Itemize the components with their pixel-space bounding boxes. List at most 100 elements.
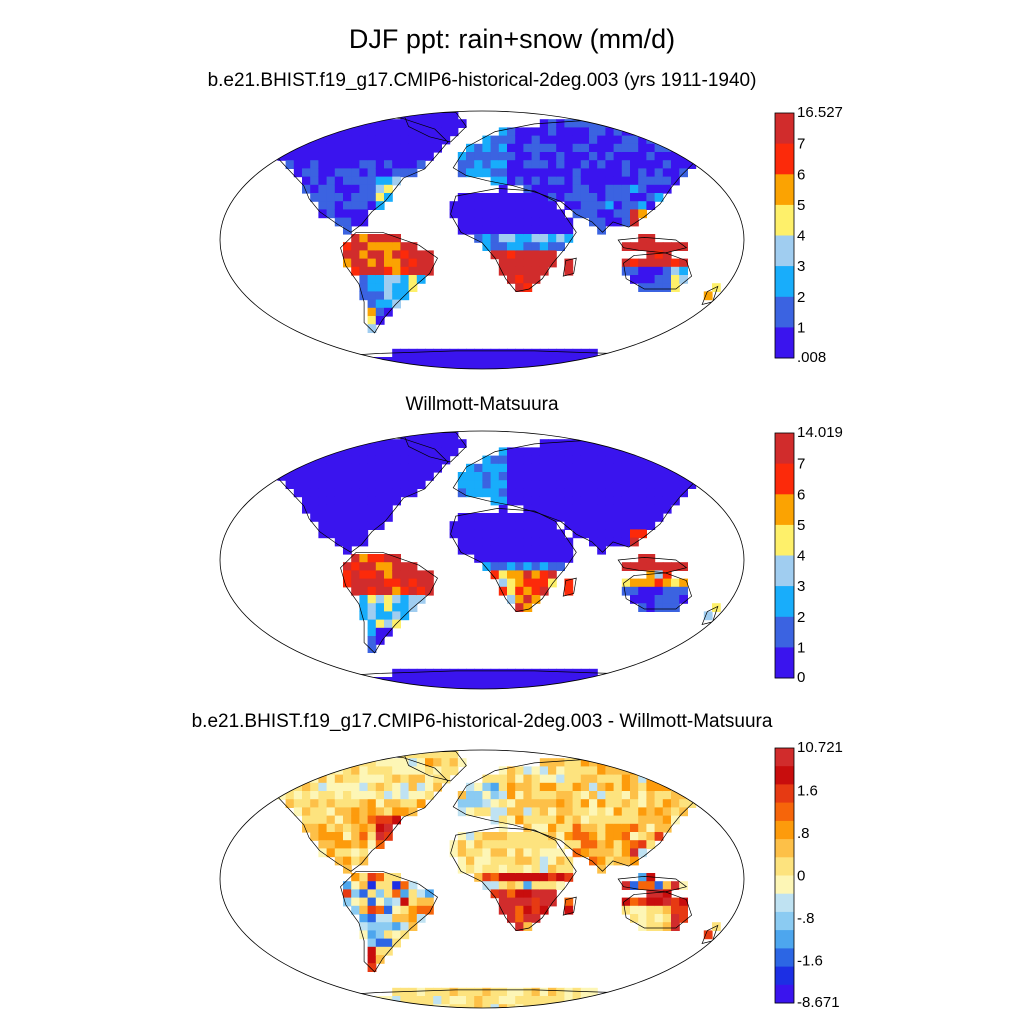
grid-cell bbox=[359, 996, 369, 1005]
grid-cell bbox=[662, 152, 672, 161]
grid-cell bbox=[621, 513, 631, 522]
grid-cell bbox=[375, 897, 385, 907]
grid-cell bbox=[392, 897, 401, 907]
coastline-africa bbox=[450, 827, 577, 931]
grid-cell bbox=[277, 455, 287, 465]
grid-cell bbox=[384, 897, 393, 907]
grid-cell bbox=[408, 439, 418, 448]
grid-cell bbox=[712, 922, 721, 931]
grid-cell bbox=[302, 677, 311, 686]
grid-cell bbox=[285, 119, 295, 128]
grid-cell bbox=[318, 176, 328, 186]
grid-cell bbox=[515, 209, 524, 219]
grid-cell bbox=[613, 168, 623, 178]
grid-cell bbox=[343, 242, 352, 251]
grid-cell bbox=[621, 586, 631, 596]
grid-cell bbox=[293, 480, 303, 489]
grid-cell bbox=[367, 791, 377, 800]
colorbar-tick-label: -1.6 bbox=[797, 953, 823, 970]
grid-cell bbox=[310, 480, 319, 489]
grid-cell bbox=[367, 554, 377, 563]
grid-cell bbox=[507, 258, 516, 268]
grid-cell bbox=[687, 782, 697, 792]
grid-cell bbox=[638, 799, 647, 808]
grid-cell bbox=[384, 619, 393, 629]
grid-cell bbox=[539, 160, 549, 169]
grid-cell bbox=[539, 463, 549, 473]
grid-cell bbox=[605, 537, 615, 547]
grid-cell bbox=[359, 242, 369, 251]
grid-cell bbox=[457, 987, 467, 997]
grid-cell bbox=[589, 201, 598, 210]
grid-cell bbox=[564, 815, 574, 825]
grid-cell bbox=[638, 766, 647, 776]
grid-cell bbox=[548, 529, 557, 539]
grid-cell bbox=[605, 463, 615, 473]
grid-cell bbox=[490, 668, 500, 678]
grid-cell bbox=[400, 135, 410, 145]
grid-cell bbox=[318, 135, 328, 145]
grid-cell bbox=[662, 807, 672, 817]
grid-cell bbox=[605, 823, 615, 833]
grid-cell bbox=[580, 848, 590, 858]
grid-cell bbox=[539, 554, 549, 563]
grid-cell bbox=[621, 840, 631, 849]
grid-cell bbox=[597, 480, 606, 489]
grid-cell bbox=[531, 127, 541, 137]
grid-cell bbox=[343, 815, 352, 825]
grid-cell bbox=[671, 258, 680, 268]
grid-cell bbox=[302, 143, 311, 153]
grid-cell bbox=[539, 357, 549, 366]
grid-cell bbox=[474, 668, 483, 678]
grid-cell bbox=[343, 504, 352, 514]
grid-cell bbox=[482, 554, 492, 563]
grid-cell bbox=[392, 586, 401, 596]
grid-cell bbox=[498, 897, 508, 907]
grid-cell bbox=[425, 250, 434, 260]
grid-cell bbox=[310, 791, 319, 800]
grid-cell bbox=[425, 987, 434, 997]
grid-cell bbox=[572, 521, 582, 530]
grid-cell bbox=[367, 586, 377, 596]
grid-cell bbox=[523, 832, 533, 841]
grid-cell bbox=[326, 774, 336, 784]
grid-cell bbox=[671, 578, 680, 588]
grid-cell bbox=[523, 275, 533, 284]
grid-cell bbox=[548, 668, 557, 678]
grid-cell bbox=[302, 119, 311, 128]
grid-cell bbox=[687, 455, 697, 465]
grid-cell bbox=[523, 897, 533, 907]
grid-cell bbox=[359, 266, 369, 276]
grid-cell bbox=[400, 774, 410, 784]
grid-cell bbox=[490, 348, 500, 358]
grid-cell bbox=[457, 348, 467, 358]
grid-cell bbox=[646, 266, 656, 276]
grid-cell bbox=[662, 603, 672, 612]
grid-cell bbox=[392, 996, 401, 1005]
grid-cell bbox=[277, 143, 287, 153]
grid-cell bbox=[334, 1004, 344, 1008]
grid-cell bbox=[531, 184, 541, 194]
grid-cell bbox=[507, 209, 516, 219]
grid-cell bbox=[589, 217, 598, 227]
grid-cell bbox=[572, 463, 582, 473]
grid-cell bbox=[343, 357, 352, 366]
grid-cell bbox=[310, 176, 319, 186]
colorbar-tick-label: -8.671 bbox=[797, 994, 840, 1011]
grid-cell bbox=[334, 480, 344, 489]
grid-cell bbox=[392, 439, 401, 448]
grid-cell bbox=[605, 176, 615, 186]
grid-cell bbox=[449, 431, 459, 440]
grid-cell bbox=[466, 217, 475, 227]
grid-cell bbox=[556, 1004, 565, 1008]
grid-cell bbox=[515, 897, 524, 907]
grid-cell bbox=[523, 348, 533, 358]
grid-cell bbox=[466, 209, 475, 219]
grid-cell bbox=[269, 774, 278, 784]
grid-cell bbox=[449, 209, 459, 219]
coastline-madagascar bbox=[562, 257, 577, 277]
grid-cell bbox=[474, 160, 483, 169]
grid-cell bbox=[310, 488, 319, 498]
grid-cell bbox=[318, 504, 328, 514]
grid-cell bbox=[556, 881, 565, 890]
